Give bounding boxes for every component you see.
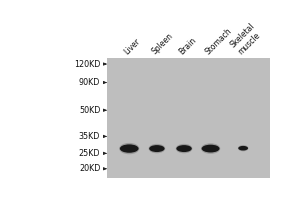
Ellipse shape xyxy=(201,143,220,154)
FancyBboxPatch shape xyxy=(107,58,270,178)
Text: Liver: Liver xyxy=(122,37,142,56)
Ellipse shape xyxy=(120,144,139,153)
Text: 120KD: 120KD xyxy=(74,60,100,69)
Text: Stomach: Stomach xyxy=(203,26,234,56)
Text: 90KD: 90KD xyxy=(79,78,100,87)
Ellipse shape xyxy=(202,145,220,152)
Ellipse shape xyxy=(119,143,139,154)
Ellipse shape xyxy=(149,145,165,152)
Ellipse shape xyxy=(148,144,165,153)
Text: Brain: Brain xyxy=(177,36,198,56)
Text: 35KD: 35KD xyxy=(79,132,100,141)
Text: Skeletal
muscle: Skeletal muscle xyxy=(229,21,264,56)
Text: 20KD: 20KD xyxy=(79,164,100,173)
Ellipse shape xyxy=(238,146,248,150)
Text: Spleen: Spleen xyxy=(150,32,175,56)
Text: 25KD: 25KD xyxy=(79,149,100,158)
Ellipse shape xyxy=(176,144,192,153)
Ellipse shape xyxy=(238,145,248,151)
Ellipse shape xyxy=(176,145,192,152)
Text: 50KD: 50KD xyxy=(79,106,100,115)
